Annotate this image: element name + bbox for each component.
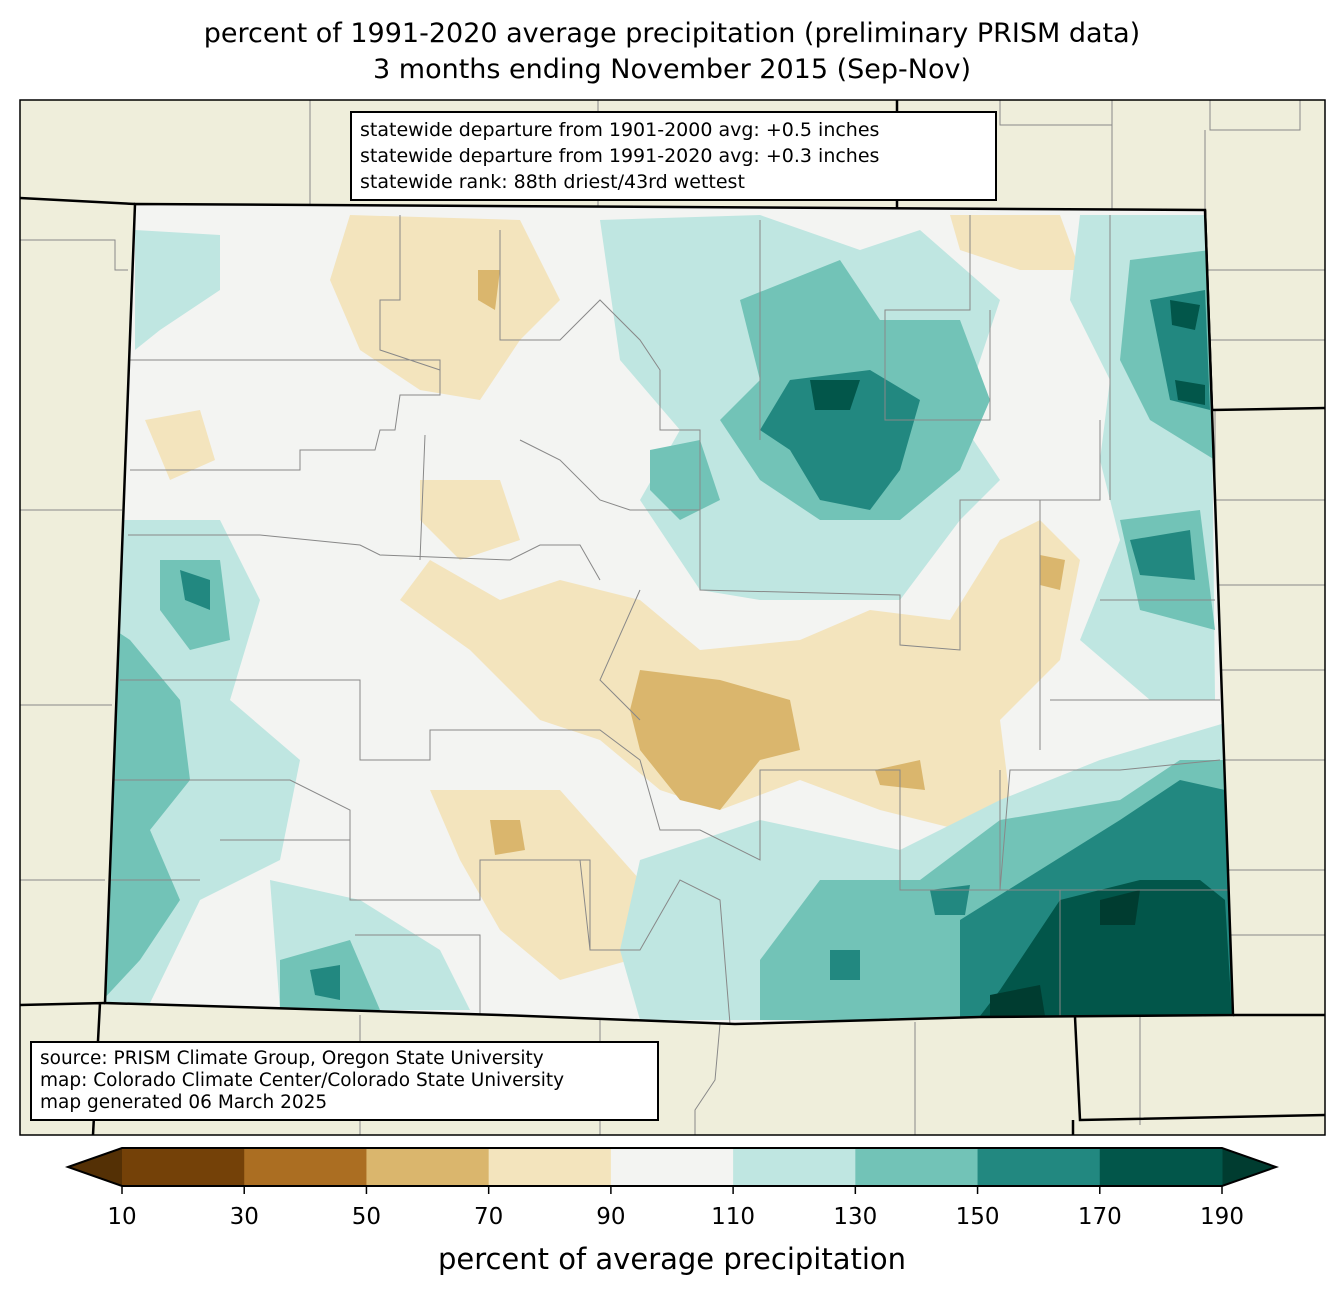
colorbar-tick-label: 50 bbox=[351, 1204, 382, 1230]
county-lines bbox=[105, 215, 1230, 1024]
colorbar-tick-label: 90 bbox=[596, 1204, 626, 1230]
map-title-line2: 3 months ending November 2015 (Sep-Nov) bbox=[373, 54, 971, 85]
stats-rank: statewide rank: 88th driest/43rd wettest bbox=[360, 171, 745, 193]
stats-departure-1991-2020: statewide departure from 1991-2020 avg: … bbox=[360, 145, 880, 167]
colorbar-tick-label: 130 bbox=[833, 1204, 878, 1230]
colorbar-bin bbox=[1099, 1148, 1223, 1186]
colorbar-tick-label: 150 bbox=[955, 1204, 1000, 1230]
colorbar-tick-label: 190 bbox=[1200, 1204, 1244, 1230]
precipitation-fields bbox=[105, 215, 1233, 1020]
statewide-stats-box: statewide departure from 1901-2000 avg: … bbox=[350, 111, 997, 201]
colorbar-tick-label: 170 bbox=[1077, 1204, 1122, 1230]
colorbar-bin bbox=[488, 1148, 612, 1186]
colorbar-bin bbox=[244, 1148, 367, 1186]
colorbar-tick-label: 10 bbox=[107, 1204, 137, 1230]
colorbar-bin bbox=[733, 1148, 856, 1186]
colorado-border bbox=[103, 202, 1235, 1026]
generated-date-line: map generated 06 March 2025 bbox=[40, 1092, 328, 1113]
source-line: source: PRISM Climate Group, Oregon Stat… bbox=[40, 1048, 544, 1069]
colorbar-tick-label: 110 bbox=[711, 1204, 756, 1230]
colorbar-tick-label: 70 bbox=[474, 1204, 504, 1230]
map-frame bbox=[19, 99, 1326, 1136]
colorbar-bin bbox=[977, 1148, 1101, 1186]
source-box: source: PRISM Climate Group, Oregon Stat… bbox=[30, 1041, 659, 1121]
colorbar-under-extension bbox=[68, 1148, 122, 1186]
colorbar bbox=[64, 1147, 1280, 1194]
colorbar-bin bbox=[122, 1148, 245, 1186]
map-title-line1: percent of 1991-2020 average precipitati… bbox=[203, 18, 1141, 49]
map-credit-line: map: Colorado Climate Center/Colorado St… bbox=[40, 1070, 565, 1091]
colorbar-bin bbox=[855, 1148, 979, 1186]
colorbar-label: percent of average precipitation bbox=[437, 1242, 907, 1276]
colorbar-over-extension bbox=[1222, 1148, 1276, 1186]
colorbar-tick-label: 30 bbox=[229, 1204, 259, 1230]
colorbar-bin bbox=[610, 1148, 734, 1186]
stats-departure-1901-2000: statewide departure from 1901-2000 avg: … bbox=[360, 119, 880, 141]
colorbar-bin bbox=[366, 1148, 490, 1186]
